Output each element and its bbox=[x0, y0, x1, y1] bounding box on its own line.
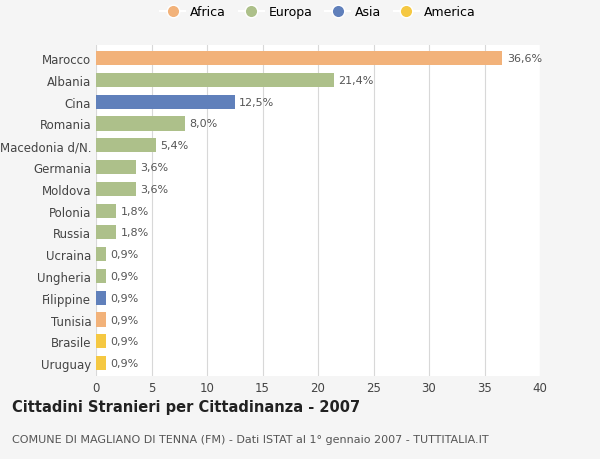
Bar bbox=[96, 52, 502, 66]
Text: 36,6%: 36,6% bbox=[507, 54, 542, 64]
Text: 0,9%: 0,9% bbox=[110, 250, 139, 260]
Bar bbox=[96, 226, 116, 240]
Text: 0,9%: 0,9% bbox=[110, 315, 139, 325]
Bar bbox=[96, 117, 185, 131]
Text: 1,8%: 1,8% bbox=[121, 228, 149, 238]
Text: 0,9%: 0,9% bbox=[110, 358, 139, 368]
Text: Cittadini Stranieri per Cittadinanza - 2007: Cittadini Stranieri per Cittadinanza - 2… bbox=[12, 399, 360, 414]
Text: 5,4%: 5,4% bbox=[160, 141, 188, 151]
Bar bbox=[96, 139, 156, 153]
Bar bbox=[96, 95, 235, 110]
Legend: Africa, Europa, Asia, America: Africa, Europa, Asia, America bbox=[160, 6, 476, 19]
Bar bbox=[96, 313, 106, 327]
Text: 12,5%: 12,5% bbox=[239, 97, 274, 107]
Bar bbox=[96, 291, 106, 305]
Text: 3,6%: 3,6% bbox=[140, 162, 169, 173]
Text: 21,4%: 21,4% bbox=[338, 76, 373, 86]
Text: 0,9%: 0,9% bbox=[110, 271, 139, 281]
Bar bbox=[96, 269, 106, 284]
Text: 1,8%: 1,8% bbox=[121, 206, 149, 216]
Bar bbox=[96, 182, 136, 196]
Text: 0,9%: 0,9% bbox=[110, 336, 139, 347]
Bar bbox=[96, 161, 136, 175]
Bar bbox=[96, 204, 116, 218]
Bar bbox=[96, 335, 106, 349]
Bar bbox=[96, 247, 106, 262]
Text: COMUNE DI MAGLIANO DI TENNA (FM) - Dati ISTAT al 1° gennaio 2007 - TUTTITALIA.IT: COMUNE DI MAGLIANO DI TENNA (FM) - Dati … bbox=[12, 434, 488, 444]
Text: 3,6%: 3,6% bbox=[140, 185, 169, 195]
Text: 8,0%: 8,0% bbox=[189, 119, 217, 129]
Text: 0,9%: 0,9% bbox=[110, 293, 139, 303]
Bar bbox=[96, 73, 334, 88]
Bar bbox=[96, 356, 106, 370]
